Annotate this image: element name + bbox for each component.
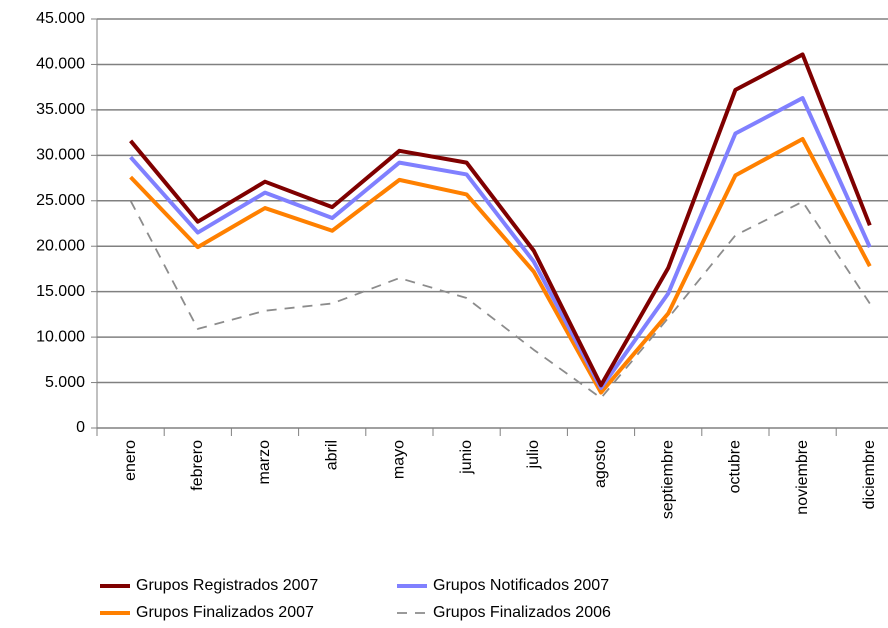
legend-label: Grupos Finalizados 2006 — [433, 604, 611, 621]
x-tick-label: julio — [525, 440, 542, 470]
y-tick-label: 40.000 — [36, 56, 85, 73]
x-tick-label: diciembre — [861, 440, 878, 509]
x-tick-label: marzo — [256, 440, 273, 485]
y-tick-label: 10.000 — [36, 328, 85, 345]
y-tick-label: 15.000 — [36, 283, 85, 300]
series-line — [129, 200, 871, 399]
x-tick-label: septiembre — [659, 440, 676, 519]
legend-label: Grupos Finalizados 2007 — [136, 604, 314, 621]
y-tick-label: 45.000 — [36, 10, 85, 27]
y-tick-label: 20.000 — [36, 237, 85, 254]
y-tick-label: 30.000 — [36, 147, 85, 164]
y-tick-label: 35.000 — [36, 101, 85, 118]
x-tick-label: enero — [122, 440, 139, 481]
y-tick-label: 0 — [76, 419, 85, 436]
x-tick-label: noviembre — [794, 440, 811, 515]
x-tick-label: mayo — [391, 440, 408, 479]
x-tick-label: febrero — [189, 440, 206, 491]
series-line — [129, 96, 872, 391]
y-tick-label: 25.000 — [36, 192, 85, 209]
x-tick-label: junio — [458, 440, 475, 475]
x-tick-label: abril — [323, 440, 340, 470]
x-tick-label: octubre — [727, 440, 744, 493]
series-line — [129, 136, 872, 395]
series-line — [129, 52, 872, 388]
legend-label: Grupos Notificados 2007 — [433, 577, 609, 594]
legend-label: Grupos Registrados 2007 — [136, 577, 318, 594]
x-tick-label: agosto — [592, 440, 609, 488]
y-tick-label: 5.000 — [45, 374, 85, 391]
